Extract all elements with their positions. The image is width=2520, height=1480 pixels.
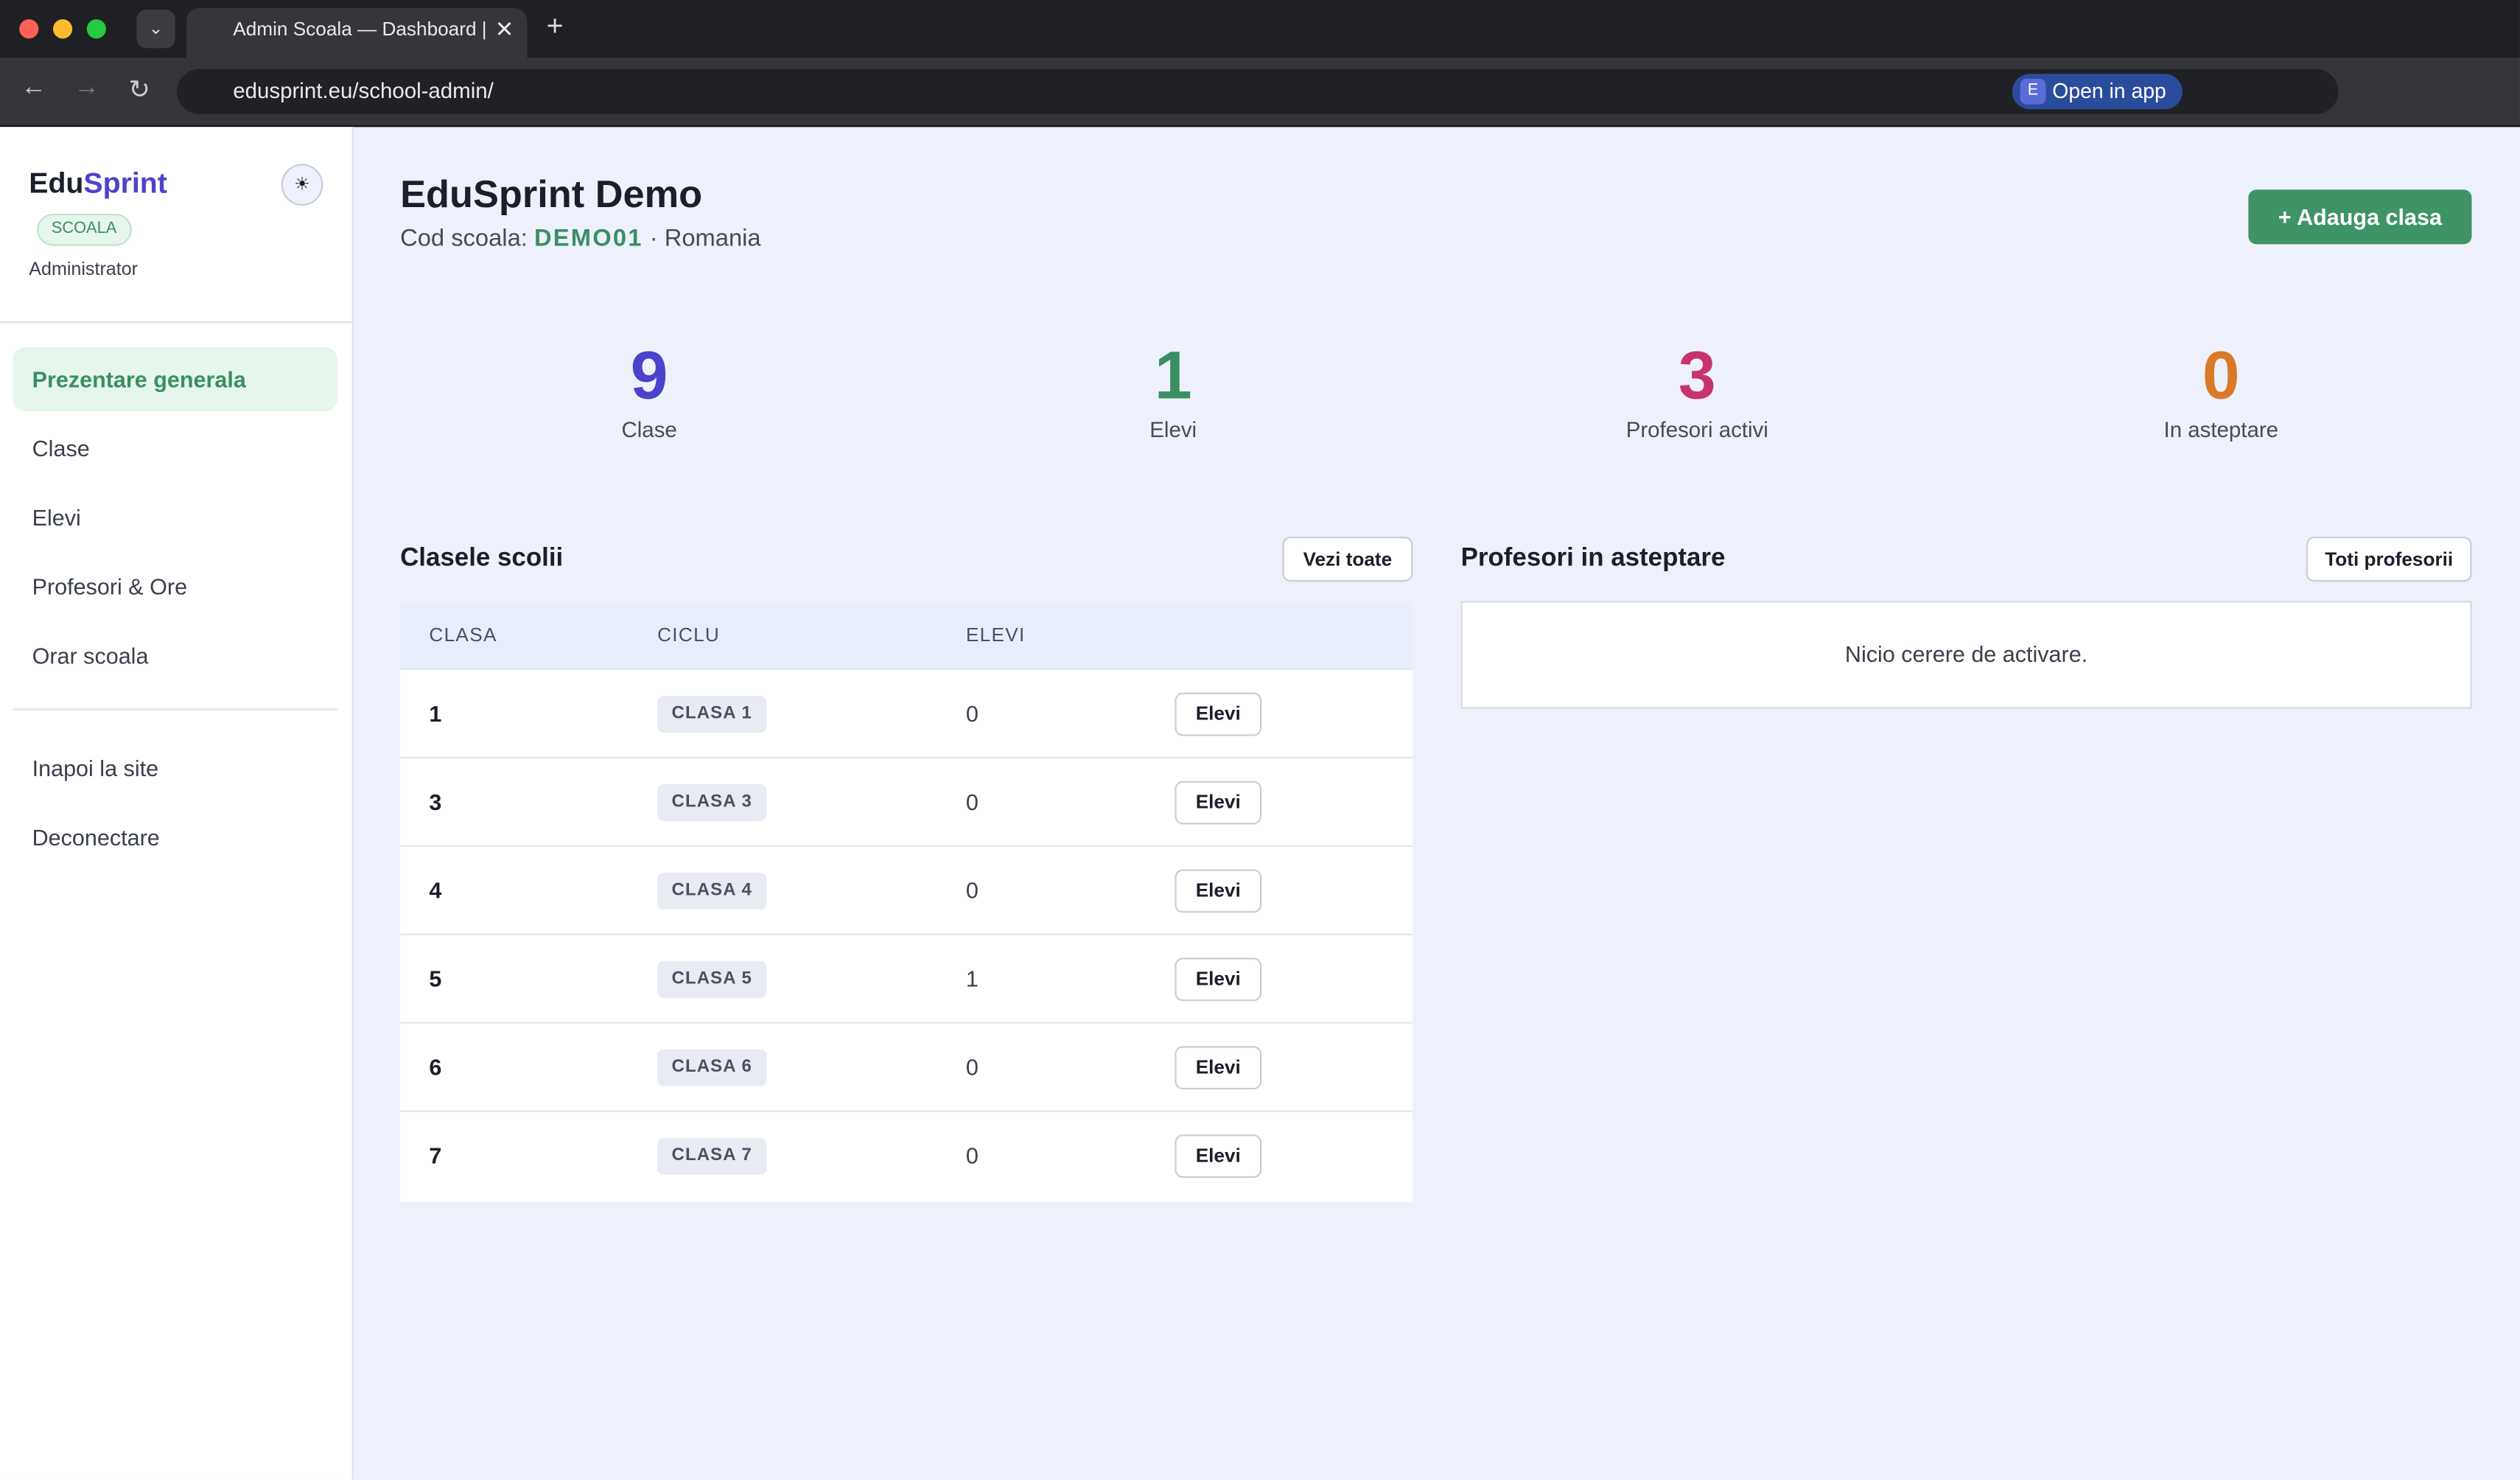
stat-value: 3 <box>1678 337 1716 413</box>
class-name: 1 <box>429 700 442 727</box>
school-code: DEMO01 <box>533 225 643 253</box>
students-button[interactable]: Elevi <box>1175 1046 1262 1090</box>
student-count: 0 <box>965 877 979 904</box>
cycle-chip: CLASA 4 <box>657 872 767 910</box>
school-title: EduSprint Demo <box>400 173 703 217</box>
add-class-button[interactable]: + Adauga clasa <box>2248 189 2472 245</box>
column-header: CLASA <box>429 623 497 646</box>
cycle-chip: CLASA 7 <box>657 1137 767 1175</box>
address-bar[interactable]: edusprint.eu/school-admin/ <box>176 69 2339 114</box>
browser-tabbar: ⌄ Admin Scoala — Dashboard | ✕ + <box>0 0 2520 58</box>
brand: EduSprint <box>29 167 167 201</box>
tab-title: Admin Scoala — Dashboard | <box>233 17 487 41</box>
class-name: 4 <box>429 877 442 904</box>
nav-item[interactable]: Elevi <box>32 504 81 531</box>
student-count: 0 <box>965 789 979 815</box>
maximize-window[interactable] <box>86 19 106 39</box>
nav-item[interactable]: Prezentare generala <box>13 346 338 412</box>
table-row: 5 CLASA 5 1 Elevi <box>400 933 1413 1024</box>
tab-search[interactable]: ⌄ <box>136 10 175 49</box>
browser-toolbar: ← → ↻ edusprint.eu/school-admin/ E Open … <box>0 57 2520 128</box>
students-button[interactable]: Elevi <box>1175 869 1262 913</box>
stat-value: 9 <box>630 337 668 413</box>
divider <box>0 321 352 324</box>
students-button[interactable]: Elevi <box>1175 1134 1262 1179</box>
student-count: 1 <box>965 966 979 992</box>
role-badge: SCOALA <box>37 213 131 246</box>
all-teachers-button[interactable]: Toti profesorii <box>2306 537 2472 582</box>
sidebar: EduSprint ☀ SCOALA Administrator Prezent… <box>0 127 354 1480</box>
new-tab[interactable]: + <box>546 10 564 42</box>
stat-card: 3 Profesori activi <box>1435 337 1959 442</box>
class-name: 5 <box>429 966 442 992</box>
stat-label: Elevi <box>1149 417 1197 442</box>
stat-label: Profesori activi <box>1625 417 1768 442</box>
theme-toggle[interactable]: ☀ <box>281 164 323 206</box>
code-label: Cod scoala: <box>400 225 528 253</box>
nav-item[interactable]: Clase <box>32 435 90 461</box>
brand-part: Edu <box>29 167 84 200</box>
nav-item[interactable]: Deconectare <box>32 824 160 851</box>
nav-item[interactable]: Profesori & Ore <box>32 573 188 600</box>
table-row: 4 CLASA 4 0 Elevi <box>400 845 1413 935</box>
stat-label: Clase <box>621 417 677 442</box>
active-tab[interactable]: Admin Scoala — Dashboard | ✕ <box>186 7 528 58</box>
student-count: 0 <box>965 1142 979 1169</box>
stat-card: 0 In asteptare <box>1959 337 2483 442</box>
cycle-chip: CLASA 3 <box>657 783 767 822</box>
table-row: 1 CLASA 1 0 Elevi <box>400 668 1413 758</box>
class-name: 6 <box>429 1054 442 1081</box>
cycle-chip: CLASA 1 <box>657 696 767 733</box>
nav-item[interactable]: Inapoi la site <box>32 755 159 781</box>
table-row: 3 CLASA 3 0 Elevi <box>400 756 1413 847</box>
close-window[interactable] <box>19 19 39 39</box>
column-header: CICLU <box>657 623 721 646</box>
divider <box>13 708 338 711</box>
country: · Romania <box>649 225 761 253</box>
open-in-app-label: Open in app <box>2052 78 2166 103</box>
students-button[interactable]: Elevi <box>1175 692 1262 736</box>
view-all-button[interactable]: Vezi toate <box>1282 537 1413 582</box>
student-count: 0 <box>965 1054 979 1081</box>
cycle-chip: CLASA 5 <box>657 960 767 998</box>
stat-card: 1 Elevi <box>911 337 1435 442</box>
class-name: 7 <box>429 1142 442 1169</box>
column-header: ELEVI <box>965 623 1026 646</box>
class-name: 3 <box>429 789 442 815</box>
stat-card: 9 Clase <box>388 337 911 442</box>
section-title: Profesori in asteptare <box>1460 545 1726 573</box>
forward-button[interactable]: → <box>74 74 100 102</box>
reload-button[interactable]: ↻ <box>128 77 150 105</box>
empty-state: Nicio cerere de activare. <box>1460 601 2472 709</box>
tab-close[interactable]: ✕ <box>494 15 514 42</box>
stat-value: 1 <box>1154 337 1192 413</box>
students-button[interactable]: Elevi <box>1175 957 1262 1002</box>
cycle-chip: CLASA 6 <box>657 1049 767 1086</box>
open-in-app[interactable]: E Open in app <box>2012 74 2183 110</box>
brand-part: Sprint <box>83 167 167 200</box>
table-row: 7 CLASA 7 0 Elevi <box>400 1110 1413 1201</box>
role: Administrator <box>29 260 139 280</box>
nav-item[interactable]: Orar scoala <box>32 643 149 669</box>
table-header <box>400 601 1413 669</box>
back-button[interactable]: ← <box>21 74 47 102</box>
school-code-line: Cod scoala: DEMO01 · Romania <box>400 225 761 252</box>
main: EduSprint Demo Cod scoala: DEMO01 · Roma… <box>354 127 2520 1480</box>
minimize-window[interactable] <box>52 19 73 39</box>
classes-table: CLASA CICLU ELEVI 1 CLASA 1 0 Elevi 3 CLASA 3 0 El… <box>400 601 1413 1202</box>
table-row: 6 CLASA 6 0 Elevi <box>400 1022 1413 1112</box>
app-badge: E <box>2020 78 2046 105</box>
students-button[interactable]: Elevi <box>1175 781 1262 825</box>
url: edusprint.eu/school-admin/ <box>233 78 494 103</box>
stat-label: In asteptare <box>2163 417 2279 442</box>
student-count: 0 <box>965 700 979 727</box>
stat-value: 0 <box>2202 337 2240 413</box>
section-title: Clasele scolii <box>400 545 564 573</box>
